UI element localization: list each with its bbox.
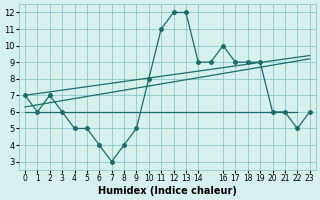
X-axis label: Humidex (Indice chaleur): Humidex (Indice chaleur) [98,186,237,196]
